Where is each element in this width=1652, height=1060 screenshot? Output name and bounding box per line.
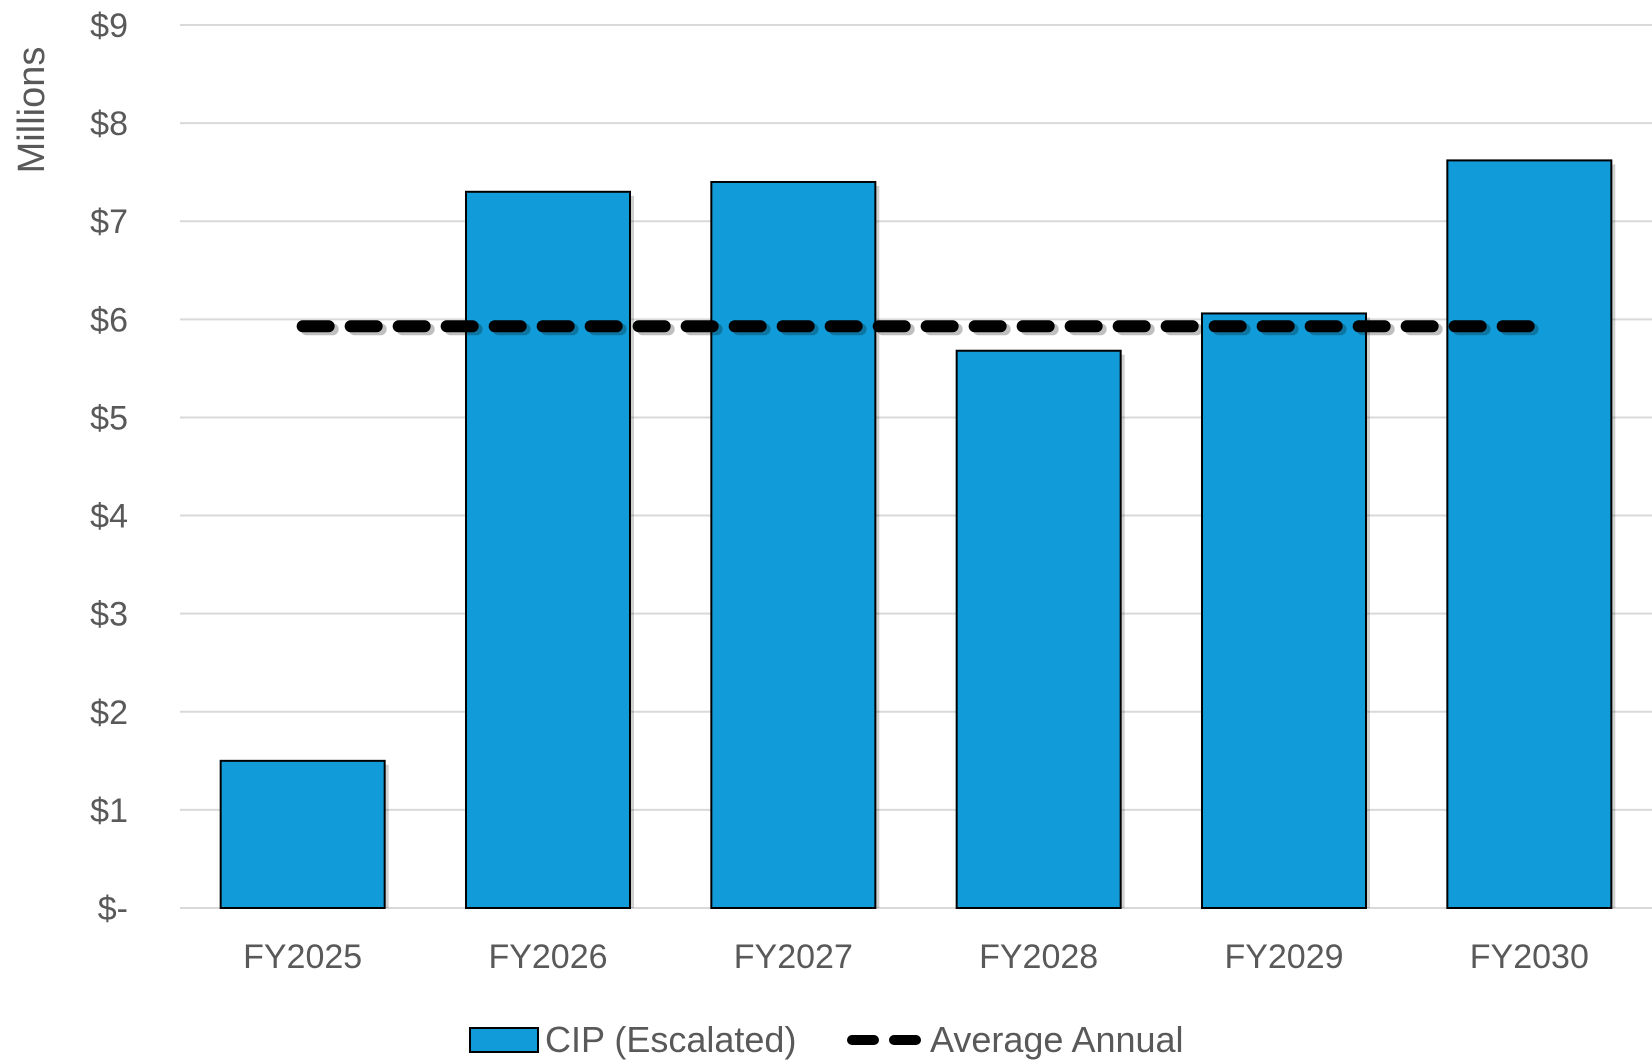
bar-fy2030: [1446, 159, 1613, 910]
legend: CIP (Escalated) Average Annual: [469, 1019, 1184, 1060]
legend-swatch-cip: [469, 1027, 539, 1053]
bars: [219, 159, 1616, 910]
y-tick-label: $7: [90, 203, 128, 241]
x-tick-label: FY2027: [734, 938, 853, 976]
bar-fy2025: [219, 759, 386, 909]
gridlines: [180, 24, 1652, 909]
y-tick-label: $8: [90, 105, 128, 143]
legend-label-average: Average Annual: [930, 1019, 1184, 1060]
y-axis-tick-labels: $- $1 $2 $3 $4 $5 $6 $7 $8 $9: [90, 7, 128, 928]
y-tick-label: $-: [98, 890, 128, 928]
y-tick-label: $6: [90, 301, 128, 339]
x-tick-label: FY2026: [488, 938, 607, 976]
y-axis-title: Millions: [11, 47, 53, 174]
x-axis-tick-labels: FY2025 FY2026 FY2027 FY2028 FY2029 FY2030: [243, 938, 1589, 976]
bar-fy2027: [710, 180, 877, 909]
y-tick-label: $1: [90, 792, 128, 830]
legend-label-cip: CIP (Escalated): [545, 1019, 796, 1060]
x-tick-label: FY2028: [979, 938, 1098, 976]
bar-fy2029: [1201, 312, 1367, 909]
y-tick-label: $9: [90, 7, 128, 45]
y-tick-label: $4: [90, 498, 128, 536]
x-tick-label: FY2030: [1470, 938, 1589, 976]
y-tick-label: $5: [90, 399, 128, 437]
bar-fy2028: [955, 349, 1122, 909]
y-tick-label: $2: [90, 694, 128, 732]
y-tick-label: $3: [90, 596, 128, 634]
average-line-layer: [296, 320, 1540, 336]
x-tick-label: FY2025: [243, 938, 362, 976]
x-tick-label: FY2029: [1224, 938, 1343, 976]
bar-fy2026: [465, 190, 631, 910]
